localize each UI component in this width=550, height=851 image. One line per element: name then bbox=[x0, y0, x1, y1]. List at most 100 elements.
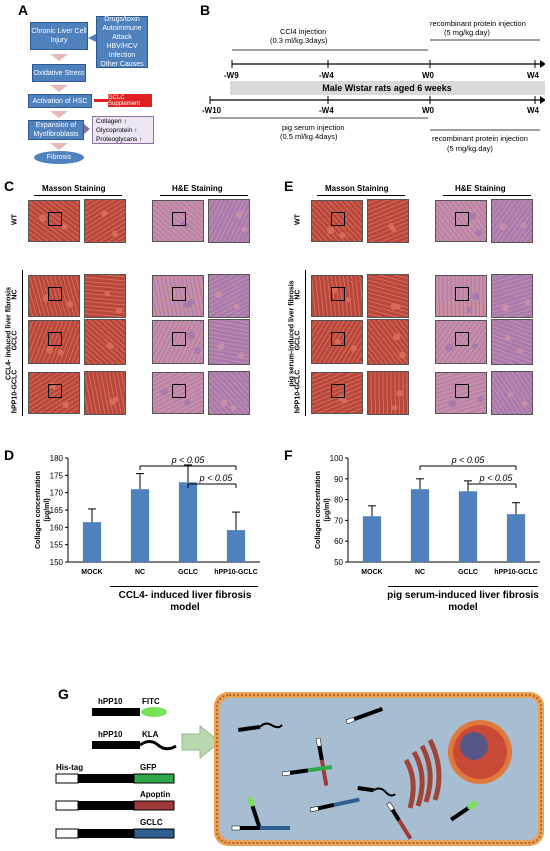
gfp-bar bbox=[133, 773, 175, 784]
group-bracket bbox=[305, 270, 306, 416]
fitc-in-cell bbox=[450, 800, 478, 822]
masson-low-mag bbox=[28, 200, 80, 242]
his-tag-bar bbox=[55, 773, 79, 784]
his-tag-label: His-tag bbox=[56, 763, 83, 772]
y-tick-label: 175 bbox=[50, 471, 64, 480]
er-stack bbox=[419, 744, 433, 803]
bar bbox=[458, 491, 478, 562]
masson-high-mag bbox=[84, 274, 126, 318]
kla-in-cell bbox=[357, 786, 396, 797]
inhibit-bar-icon bbox=[94, 99, 108, 102]
timeline-diagram: CCl4 injection (0.3 ml/kg.3days) recombi… bbox=[202, 19, 545, 153]
y-tick-label: 180 bbox=[50, 454, 64, 463]
cause-item: Infection bbox=[108, 52, 136, 59]
rats-text: Male Wistar rats aged 6 weeks bbox=[322, 83, 451, 93]
x-tick-label: MOCK bbox=[81, 569, 102, 576]
masson-low-mag bbox=[311, 200, 363, 242]
top-tick-label: -W9 bbox=[224, 71, 239, 80]
construct-diagram: hPP10 FITC hPP10 KLA His-tag GFP Apoptin… bbox=[55, 692, 544, 846]
fitc-ellipse bbox=[141, 707, 167, 717]
panel-label-b: B bbox=[200, 2, 211, 18]
masson-low-mag bbox=[28, 320, 80, 364]
y-tick-label: 155 bbox=[50, 541, 64, 550]
kla-tail bbox=[139, 740, 177, 751]
y-axis-label: Collagen concentration (μg/ml) bbox=[35, 471, 51, 549]
bar bbox=[410, 489, 430, 562]
y-tick-label: 100 bbox=[330, 454, 344, 463]
he-high-mag bbox=[208, 274, 250, 318]
masson-low-mag bbox=[311, 275, 363, 317]
zoom-box bbox=[331, 287, 345, 301]
zoom-box bbox=[172, 212, 186, 226]
row-label-wt: WT bbox=[294, 214, 302, 225]
hpp10-label: hPP10 bbox=[98, 697, 123, 706]
row-label-gclc: GCLC bbox=[294, 330, 302, 351]
masson-high-mag bbox=[367, 274, 409, 318]
nucleolus bbox=[460, 732, 488, 760]
hpp10-bar bbox=[78, 774, 134, 783]
zoom-box bbox=[48, 212, 62, 226]
zoom-box bbox=[331, 384, 345, 398]
arrow-down-icon bbox=[50, 85, 68, 92]
he-high-mag bbox=[208, 319, 250, 365]
his-tag-bar bbox=[55, 800, 79, 811]
expansion-box: Expansion of Myofibroblasts bbox=[28, 120, 84, 140]
y-tick-label: 170 bbox=[50, 489, 64, 498]
bar bbox=[362, 516, 382, 562]
y-tick-label: 160 bbox=[50, 523, 64, 532]
header-rule bbox=[443, 195, 531, 196]
row-label-hpp10-gclc: hPP10-GCLC bbox=[11, 369, 19, 414]
y-tick-label: 165 bbox=[50, 506, 64, 515]
bottom-tick-label: -W10 bbox=[202, 106, 222, 115]
sig-label: p < 0.05 bbox=[451, 455, 486, 465]
masson-low-mag bbox=[28, 372, 80, 414]
products-box: Collagen ↑ Glycoprotein ↑ Proteoglycans … bbox=[92, 116, 154, 144]
bar bbox=[82, 522, 102, 562]
arrow-down-icon bbox=[50, 143, 68, 150]
top-tick-label: W4 bbox=[527, 71, 540, 80]
membrane-dots bbox=[216, 694, 542, 844]
he-low-mag bbox=[152, 372, 204, 414]
he-header: H&E Staining bbox=[172, 184, 223, 193]
y-tick-label: 80 bbox=[334, 496, 343, 505]
gclc-bar bbox=[133, 828, 175, 839]
fibrosis-ellipse: Fibrosis bbox=[34, 151, 84, 164]
chart-d-caption: CCL4- induced liver fibrosis model bbox=[118, 590, 252, 613]
he-low-mag bbox=[152, 320, 204, 364]
liver-injury-box: Chronic Liver Cell Injury bbox=[30, 22, 88, 50]
row-label-hpp10-gclc: hPP10-GCLC bbox=[294, 369, 302, 414]
hpp10-bar bbox=[78, 829, 134, 838]
row-label-gclc: GCLC bbox=[11, 330, 19, 351]
panel-label-d: D bbox=[4, 447, 15, 463]
cause-item: Drugs/toxin bbox=[104, 16, 140, 23]
x-tick-label: hPP10-GCLC bbox=[494, 569, 538, 576]
rec-top-text: recombinant protein injection bbox=[430, 19, 526, 28]
zoom-box bbox=[48, 384, 62, 398]
masson-low-mag bbox=[311, 372, 363, 414]
er-stack bbox=[411, 750, 425, 807]
pig-injection-text: pig serum injection bbox=[282, 123, 345, 132]
zoom-box bbox=[331, 212, 345, 226]
caption-line-f bbox=[388, 586, 538, 587]
arrow-down-icon bbox=[50, 111, 68, 118]
he-low-mag bbox=[435, 275, 487, 317]
header-rule bbox=[317, 195, 405, 196]
zoom-box bbox=[48, 287, 62, 301]
bar bbox=[130, 489, 150, 562]
x-tick-label: hPP10-GCLC bbox=[214, 569, 258, 576]
panel-label-c: C bbox=[4, 178, 15, 194]
masson-high-mag bbox=[367, 199, 409, 243]
masson-high-mag bbox=[367, 319, 409, 365]
top-axis-arrow-icon bbox=[540, 60, 545, 68]
apoptin-label: Apoptin bbox=[140, 790, 170, 799]
masson-high-mag bbox=[84, 371, 126, 415]
chart-f: 50 60 70 80 90 100 Collagen concentration (μg/m… bbox=[315, 454, 540, 576]
caption-line-d bbox=[110, 586, 258, 587]
cause-item: Other Causes bbox=[100, 61, 144, 68]
bar bbox=[226, 530, 246, 562]
he-low-mag bbox=[435, 200, 487, 242]
masson-high-mag bbox=[84, 199, 126, 243]
x-tick-label: MOCK bbox=[361, 569, 382, 576]
x-tick-label: GCLC bbox=[178, 569, 198, 576]
top-tick-label: -W4 bbox=[319, 71, 334, 80]
